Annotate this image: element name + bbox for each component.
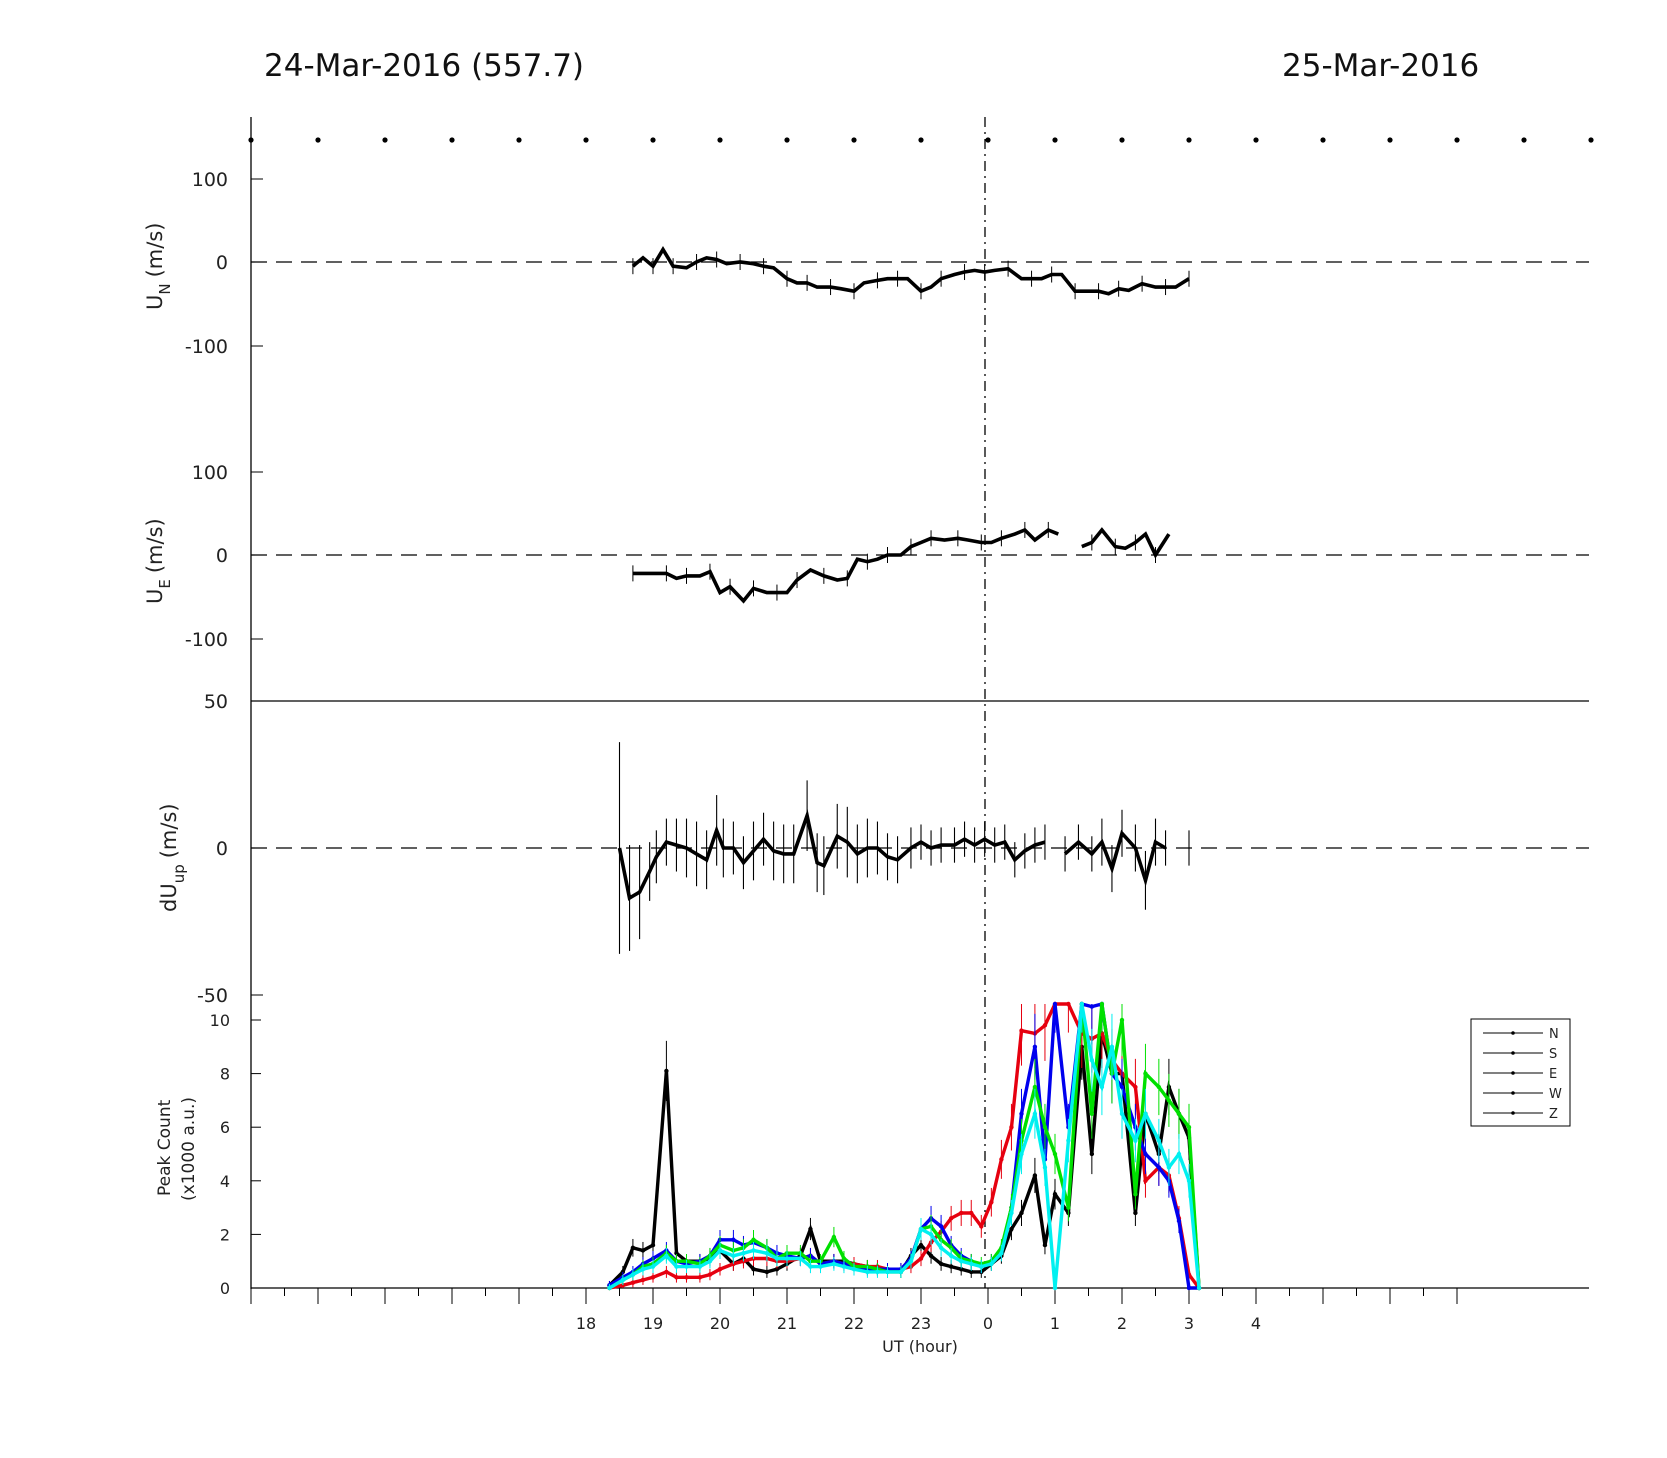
x-tick-label: 1 xyxy=(1050,1314,1060,1333)
peak-series xyxy=(607,1001,1202,1291)
time-marker-dot xyxy=(784,137,790,143)
time-marker-dot xyxy=(382,137,388,143)
series-line xyxy=(632,527,1059,604)
series-line xyxy=(1081,527,1171,559)
time-marker-dot xyxy=(1186,137,1192,143)
time-marker-dot xyxy=(1588,137,1594,143)
peak-ytick-label: 8 xyxy=(220,1065,230,1084)
time-marker-dot xyxy=(717,137,723,143)
time-marker-dot xyxy=(1521,137,1527,143)
legend-label: W xyxy=(1549,1087,1562,1102)
time-marker-dot xyxy=(315,137,321,143)
ue-ylabel: UE (m/s) xyxy=(143,518,174,604)
legend-label: N xyxy=(1549,1027,1559,1042)
un-series xyxy=(631,246,1190,300)
legend-entry: N xyxy=(1483,1027,1559,1042)
legend-label: E xyxy=(1549,1067,1557,1082)
un-ylabel-main: U xyxy=(143,295,167,310)
time-marker-dot xyxy=(851,137,857,143)
x-tick-label: 22 xyxy=(844,1314,864,1333)
series-line xyxy=(1063,829,1167,887)
dup-ylabel-sub: up xyxy=(170,864,188,883)
un-ytick-label: 0 xyxy=(216,252,228,274)
ue-ylabel-main: U xyxy=(143,589,167,604)
un-ylabel: UN (m/s) xyxy=(143,223,174,310)
x-ticks: 18 19 20 21 22 23 0 1 2 3 4 xyxy=(250,1288,1458,1333)
time-marker-dots xyxy=(248,137,1594,143)
un-ylabel-sub: N xyxy=(156,283,174,294)
legend-entry: W xyxy=(1483,1087,1562,1102)
time-marker-dot xyxy=(1253,137,1259,143)
legend-entry: S xyxy=(1483,1047,1557,1062)
legend: N S E W Z xyxy=(1470,1018,1571,1127)
peak-line-Z xyxy=(608,1003,1201,1290)
peak-ytick-label: 2 xyxy=(220,1225,230,1244)
peak-ylabel-line2: (x1000 a.u.) xyxy=(179,1097,199,1201)
ue-ytick-label: -100 xyxy=(185,629,228,651)
series-line xyxy=(631,246,1190,296)
x-tick-label: 18 xyxy=(576,1314,596,1333)
peak-ytick-label: 6 xyxy=(220,1118,230,1137)
time-marker-dot xyxy=(516,137,522,143)
time-marker-dot xyxy=(985,137,991,143)
un-ytick-label: -100 xyxy=(185,336,228,358)
un-ytick-label: 100 xyxy=(192,169,228,191)
time-marker-dot xyxy=(1119,137,1125,143)
peak-ytick-label: 4 xyxy=(220,1172,230,1191)
x-axis-label: UT (hour) xyxy=(882,1337,958,1356)
ue-series xyxy=(632,521,1171,604)
time-marker-dot xyxy=(583,137,589,143)
x-tick-label: 4 xyxy=(1251,1314,1261,1333)
series-line xyxy=(617,809,1046,901)
peak-ytick-label: 0 xyxy=(220,1279,230,1298)
dup-ylabel-main: dU xyxy=(157,883,181,912)
dup-ytick-label: -50 xyxy=(197,985,228,1007)
un-ylabel-unit: (m/s) xyxy=(143,223,167,278)
dup-ylabel-unit: (m/s) xyxy=(157,803,181,858)
legend-entry: E xyxy=(1483,1067,1557,1082)
dup-ytick-label: 50 xyxy=(204,691,228,713)
time-marker-dot xyxy=(918,137,924,143)
time-marker-dot xyxy=(1320,137,1326,143)
legend-label: Z xyxy=(1549,1107,1558,1122)
time-marker-dot xyxy=(1052,137,1058,143)
title-left: 24-Mar-2016 (557.7) xyxy=(264,48,584,84)
x-tick-label: 21 xyxy=(777,1314,797,1333)
x-tick-label: 19 xyxy=(643,1314,663,1333)
dup-series xyxy=(617,742,1190,954)
title-right: 25-Mar-2016 xyxy=(1282,48,1479,84)
dup-ytick-label: 0 xyxy=(216,838,228,860)
ue-ytick-label: 100 xyxy=(192,462,228,484)
dup-ylabel: dUup (m/s) xyxy=(157,803,188,912)
x-tick-label: 23 xyxy=(911,1314,931,1333)
peak-ylabel: Peak Count xyxy=(155,1099,175,1196)
time-marker-dot xyxy=(248,137,254,143)
peak-ytick-label: 10 xyxy=(210,1011,230,1030)
legend-label: S xyxy=(1549,1047,1557,1062)
x-tick-label: 2 xyxy=(1117,1314,1127,1333)
ue-ytick-label: 0 xyxy=(216,545,228,567)
time-marker-dot xyxy=(1454,137,1460,143)
ue-ylabel-unit: (m/s) xyxy=(143,518,167,573)
time-marker-dot xyxy=(1387,137,1393,143)
x-tick-label: 3 xyxy=(1184,1314,1194,1333)
x-tick-label: 20 xyxy=(710,1314,730,1333)
legend-entry: Z xyxy=(1483,1107,1558,1122)
time-marker-dot xyxy=(449,137,455,143)
time-marker-dot xyxy=(650,137,656,143)
peak-yticks: 0 2 4 6 8 10 xyxy=(210,1011,261,1298)
x-tick-label: 0 xyxy=(983,1314,993,1333)
ue-ylabel-sub: E xyxy=(156,579,174,588)
